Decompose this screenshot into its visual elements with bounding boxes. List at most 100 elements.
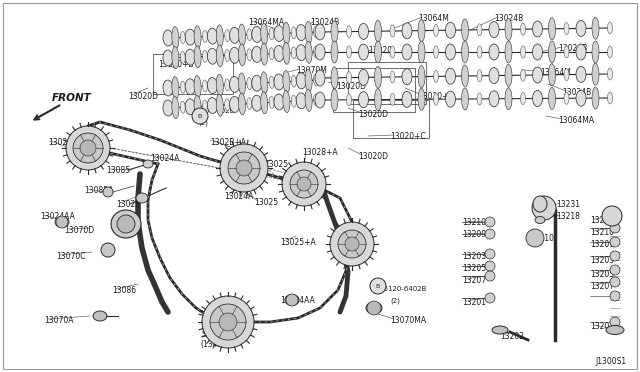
Ellipse shape: [315, 24, 325, 40]
Ellipse shape: [269, 48, 274, 60]
Text: 13070M: 13070M: [296, 66, 327, 75]
Ellipse shape: [230, 47, 239, 63]
Ellipse shape: [520, 69, 525, 81]
Ellipse shape: [445, 68, 456, 84]
Text: 13020D: 13020D: [336, 82, 366, 91]
Circle shape: [485, 271, 495, 281]
Ellipse shape: [576, 66, 586, 83]
Text: J1300S1: J1300S1: [595, 357, 626, 366]
Ellipse shape: [185, 49, 195, 65]
Ellipse shape: [374, 41, 381, 63]
Ellipse shape: [390, 25, 395, 37]
Circle shape: [610, 265, 620, 275]
Ellipse shape: [202, 80, 207, 92]
Ellipse shape: [346, 26, 351, 38]
Text: 13020+B: 13020+B: [158, 60, 194, 69]
Ellipse shape: [283, 91, 290, 113]
Text: 13028: 13028: [116, 200, 140, 209]
Ellipse shape: [285, 295, 299, 305]
Ellipse shape: [520, 46, 525, 58]
Ellipse shape: [180, 51, 186, 63]
Circle shape: [485, 217, 495, 227]
Ellipse shape: [390, 46, 395, 58]
Text: 06120-6402B: 06120-6402B: [188, 108, 236, 114]
Circle shape: [56, 216, 68, 228]
Circle shape: [202, 296, 254, 348]
Ellipse shape: [314, 26, 319, 38]
Ellipse shape: [315, 70, 325, 86]
Ellipse shape: [445, 22, 456, 38]
Ellipse shape: [291, 47, 296, 59]
Circle shape: [80, 140, 96, 156]
Ellipse shape: [269, 76, 274, 89]
Ellipse shape: [576, 44, 586, 60]
Ellipse shape: [239, 24, 246, 46]
Ellipse shape: [230, 76, 239, 92]
Ellipse shape: [492, 326, 508, 334]
Text: 13064M: 13064M: [418, 14, 449, 23]
Ellipse shape: [239, 93, 246, 115]
Text: 13025+A: 13025+A: [280, 238, 316, 247]
Ellipse shape: [180, 101, 186, 113]
Ellipse shape: [358, 92, 369, 108]
Ellipse shape: [274, 94, 284, 110]
Ellipse shape: [314, 46, 319, 58]
Ellipse shape: [207, 48, 218, 64]
Circle shape: [485, 293, 495, 303]
Ellipse shape: [296, 93, 306, 109]
Ellipse shape: [418, 41, 425, 63]
Text: 06120-6402B: 06120-6402B: [380, 286, 428, 292]
Circle shape: [330, 222, 374, 266]
Ellipse shape: [535, 217, 545, 224]
Ellipse shape: [346, 71, 351, 84]
Text: 13024B: 13024B: [562, 88, 591, 97]
Ellipse shape: [433, 25, 438, 36]
Ellipse shape: [305, 21, 312, 43]
Ellipse shape: [358, 23, 369, 39]
Ellipse shape: [239, 44, 246, 66]
Ellipse shape: [274, 26, 284, 42]
Ellipse shape: [477, 46, 482, 58]
Ellipse shape: [592, 63, 599, 85]
Ellipse shape: [239, 73, 246, 95]
Ellipse shape: [564, 23, 569, 35]
Text: 1302B+A: 1302B+A: [210, 138, 246, 147]
Circle shape: [602, 206, 622, 226]
Ellipse shape: [111, 210, 141, 238]
Ellipse shape: [194, 46, 201, 68]
Ellipse shape: [402, 92, 412, 108]
Ellipse shape: [607, 92, 612, 104]
Text: 13218: 13218: [556, 212, 580, 221]
Circle shape: [485, 229, 495, 239]
Ellipse shape: [252, 95, 262, 111]
Circle shape: [610, 317, 620, 327]
Ellipse shape: [225, 99, 230, 111]
Text: 13205: 13205: [590, 270, 614, 279]
Ellipse shape: [532, 90, 543, 106]
Text: 13202: 13202: [500, 332, 524, 341]
Circle shape: [236, 160, 252, 176]
Ellipse shape: [260, 92, 268, 114]
Ellipse shape: [163, 80, 173, 96]
Text: 13064MA: 13064MA: [558, 116, 594, 125]
Ellipse shape: [592, 41, 599, 63]
Ellipse shape: [172, 97, 179, 119]
Circle shape: [370, 278, 386, 294]
Text: 13024A: 13024A: [150, 154, 179, 163]
Circle shape: [338, 230, 366, 258]
Ellipse shape: [564, 68, 569, 81]
Ellipse shape: [291, 27, 296, 39]
Circle shape: [192, 108, 208, 124]
Ellipse shape: [252, 75, 262, 91]
Ellipse shape: [143, 160, 153, 168]
Ellipse shape: [520, 93, 525, 105]
Text: 13202: 13202: [590, 322, 614, 331]
Text: 13064MA: 13064MA: [248, 18, 284, 27]
Circle shape: [526, 229, 544, 247]
Text: 13024B: 13024B: [558, 44, 588, 53]
Ellipse shape: [433, 70, 438, 83]
Ellipse shape: [433, 93, 438, 105]
Text: B: B: [376, 283, 380, 289]
Ellipse shape: [331, 21, 338, 43]
Ellipse shape: [433, 46, 438, 58]
